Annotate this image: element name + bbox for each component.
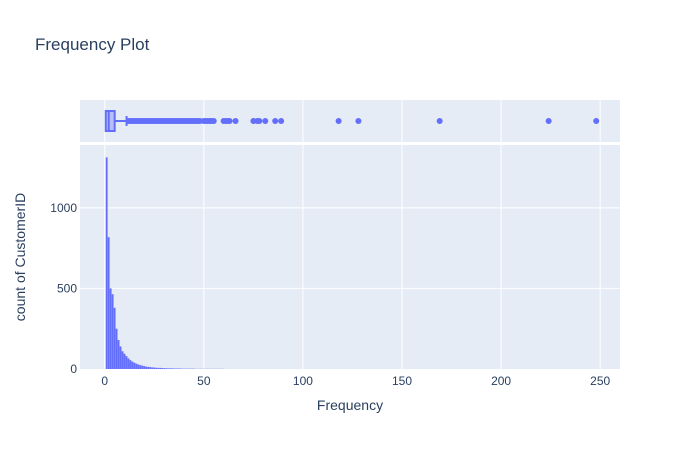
box-outlier-point (256, 118, 263, 124)
x-axis-title: Frequency (317, 397, 383, 413)
histogram-bar (105, 157, 108, 369)
histogram-bar (129, 360, 132, 369)
histogram-bar (151, 367, 154, 369)
histogram-bar (115, 328, 118, 369)
histogram-bar (169, 368, 172, 369)
histogram-bars (105, 157, 225, 369)
box-outlier-point (545, 118, 552, 124)
histogram-bar (165, 368, 168, 369)
histogram-bar (155, 367, 158, 369)
x-tick-label: 0 (101, 374, 108, 388)
histogram-bar (167, 368, 170, 369)
histogram-bar (149, 367, 152, 369)
box-outlier-point (232, 118, 239, 124)
histogram-bar (145, 366, 148, 369)
box-outlier-point (355, 118, 362, 124)
box-outlier-point (210, 118, 217, 124)
box-outlier-point (593, 118, 600, 124)
histogram-bar (127, 358, 130, 369)
box-iqr (104, 110, 116, 132)
histogram-bar (111, 294, 114, 369)
histogram-bar (143, 366, 146, 369)
histogram-bar (153, 367, 156, 369)
chart-title: Frequency Plot (35, 35, 150, 54)
histogram-bar (163, 368, 166, 369)
histogram-bar (119, 346, 122, 369)
histogram-bar (171, 368, 173, 369)
x-tick-label: 250 (590, 374, 610, 388)
x-tick-label: 150 (392, 374, 412, 388)
y-tick-label: 0 (70, 362, 77, 376)
histogram-bar (123, 353, 126, 369)
histogram-bar (161, 368, 164, 369)
y-axis-ticks: 0 500 1000 (50, 201, 77, 376)
box-outlier-point (226, 118, 233, 124)
box-outlier-point (335, 118, 342, 124)
box-outlier-point (272, 118, 279, 124)
histogram-bar (139, 365, 142, 369)
x-tick-label: 100 (293, 374, 313, 388)
histogram-bar (137, 364, 140, 369)
box-plot (104, 110, 600, 132)
histogram-bar (147, 366, 150, 369)
x-axis-ticks: 0 50 100 150 200 250 (101, 374, 610, 388)
histogram-bar (125, 356, 128, 369)
y-axis-title: count of CustomerID (12, 193, 28, 321)
histogram-bar (131, 361, 134, 369)
histogram-bar (109, 288, 112, 369)
histogram-bar (135, 363, 138, 369)
histogram-background (80, 145, 620, 369)
x-tick-label: 50 (197, 374, 211, 388)
y-tick-label: 500 (57, 281, 77, 295)
histogram-bar (121, 351, 124, 369)
x-tick-label: 200 (491, 374, 511, 388)
box-outlier-point (262, 118, 269, 124)
histogram-bar (117, 339, 120, 369)
histogram-gridlines (80, 145, 620, 369)
histogram-bar (113, 307, 116, 369)
histogram-bar (133, 362, 136, 369)
histogram-bar (107, 237, 110, 369)
box-outlier-point (278, 118, 285, 124)
histogram-bar (141, 365, 144, 369)
histogram-bar (159, 367, 162, 369)
y-tick-label: 1000 (50, 201, 77, 215)
histogram-bar (157, 367, 160, 369)
box-outlier-point (436, 118, 443, 124)
